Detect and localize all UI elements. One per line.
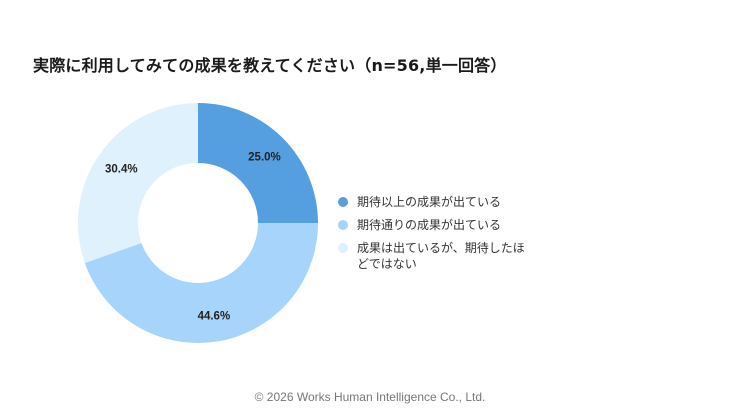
slice-value-label: 25.0% xyxy=(248,152,281,164)
legend-swatch-icon xyxy=(338,243,348,253)
slice-as-expected xyxy=(84,223,319,343)
legend: 期待以上の成果が出ている 期待通りの成果が出ている 成果は出ているが、期待したほ… xyxy=(338,194,527,279)
slice-labels: 25.0% 44.6% 30.4% xyxy=(105,152,281,323)
slice-value-label: 44.6% xyxy=(198,311,231,323)
legend-swatch-icon xyxy=(338,197,348,207)
legend-label: 期待通りの成果が出ている xyxy=(357,218,502,232)
legend-item-below-expectation: 成果は出ているが、期待したほどではない xyxy=(338,240,527,272)
legend-swatch-icon xyxy=(338,220,348,230)
chart-title: 実際に利用してみての成果を教えてください（n=56,単一回答） xyxy=(33,56,507,75)
donut-slices xyxy=(77,103,319,343)
legend-item-above-expectation: 期待以上の成果が出ている xyxy=(338,194,527,210)
slice-value-label: 30.4% xyxy=(105,164,138,176)
legend-label: 期待以上の成果が出ている xyxy=(357,195,502,209)
legend-item-as-expected: 期待通りの成果が出ている xyxy=(338,217,527,233)
copyright-footer: © 2026 Works Human Intelligence Co., Ltd… xyxy=(254,390,486,404)
slice-above-expectation xyxy=(198,103,318,223)
slice-below-expectation xyxy=(77,103,198,263)
legend-label: 成果は出ているが、期待したほどではない xyxy=(357,241,525,271)
